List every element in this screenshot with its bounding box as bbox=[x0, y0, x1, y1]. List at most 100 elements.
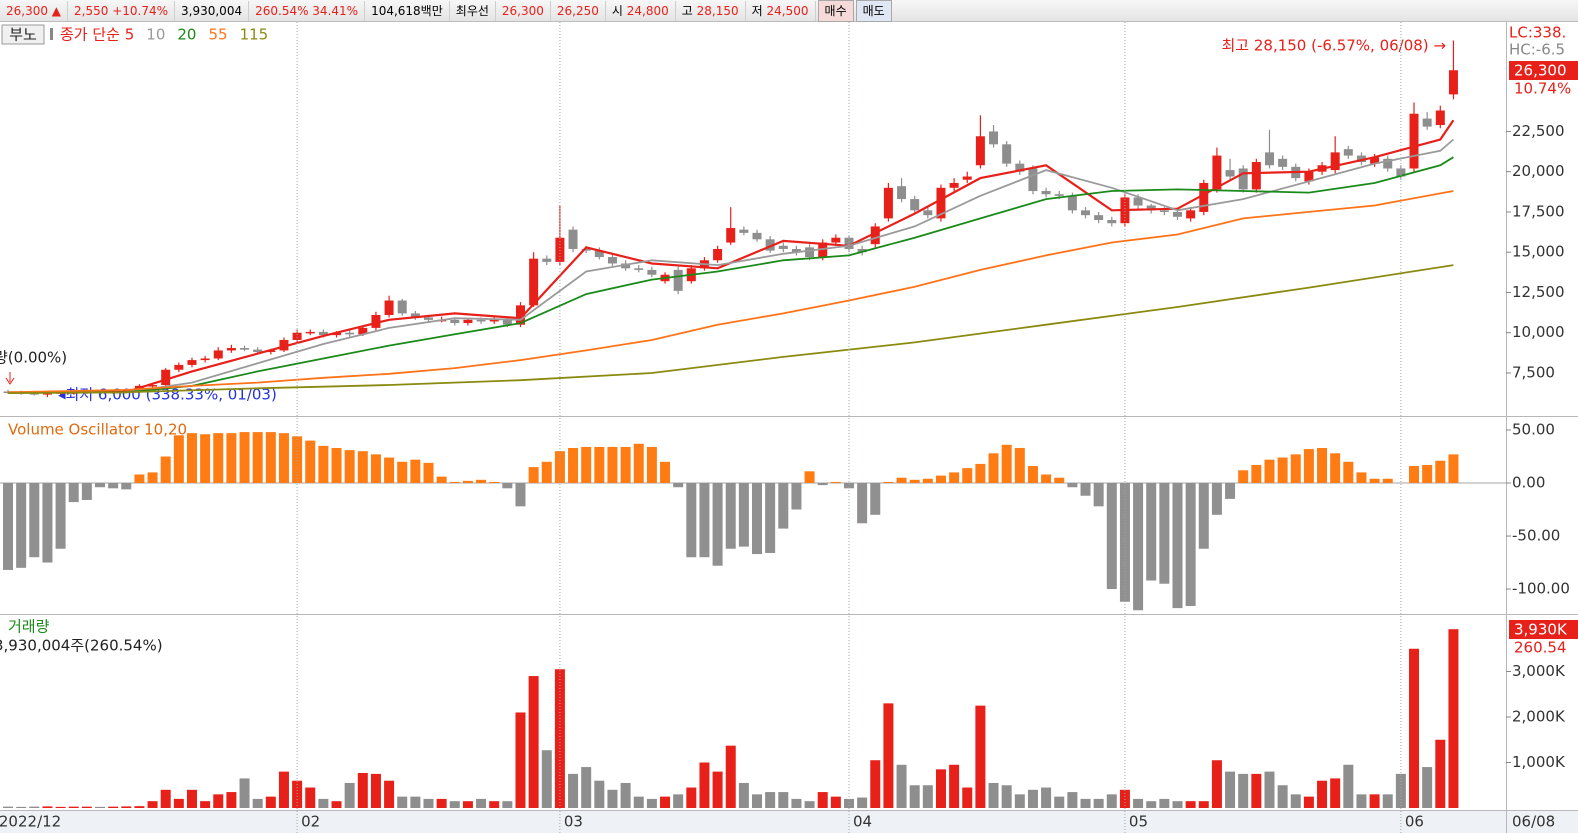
candle-body bbox=[266, 350, 276, 353]
bar bbox=[528, 467, 539, 483]
bar bbox=[1146, 483, 1157, 581]
bar bbox=[344, 450, 355, 483]
bar bbox=[134, 474, 145, 483]
candle-body bbox=[345, 332, 355, 335]
moving-average-line bbox=[7, 190, 1454, 394]
candle-body bbox=[647, 269, 657, 275]
y-tick-label: 50.00 bbox=[1512, 420, 1555, 438]
bar bbox=[160, 456, 171, 483]
bar bbox=[1041, 474, 1052, 483]
bar bbox=[1277, 457, 1288, 483]
bar bbox=[292, 436, 303, 483]
candle-body bbox=[1383, 158, 1393, 169]
legend-entry: 10 bbox=[146, 26, 165, 44]
bar bbox=[1330, 778, 1341, 808]
bar bbox=[1001, 785, 1012, 808]
volume-change-label: 260.54 bbox=[1514, 639, 1567, 657]
high-label: 고 bbox=[681, 3, 693, 18]
candle-body bbox=[397, 300, 407, 314]
bar bbox=[1238, 470, 1249, 483]
candle-body bbox=[476, 319, 486, 322]
bar bbox=[817, 792, 828, 808]
bar bbox=[1225, 483, 1236, 499]
bar bbox=[1369, 478, 1380, 483]
candle-body bbox=[555, 237, 565, 262]
low: 저 24,500 bbox=[746, 0, 816, 21]
legend-entry: 종가 단순 5 bbox=[60, 26, 134, 44]
candle-body bbox=[1225, 170, 1235, 177]
candle-body bbox=[1199, 182, 1209, 212]
candle-body bbox=[502, 319, 512, 325]
bar bbox=[1317, 448, 1328, 483]
bar bbox=[1198, 483, 1209, 549]
y-tick-label: 15,000 bbox=[1512, 243, 1565, 261]
candle-body bbox=[1054, 194, 1064, 196]
bar bbox=[765, 483, 776, 553]
x-tick-label: 05 bbox=[1129, 813, 1148, 831]
bar bbox=[725, 745, 736, 808]
bar bbox=[935, 769, 946, 808]
lc-label: LC:338. bbox=[1509, 24, 1566, 42]
bar bbox=[1225, 771, 1236, 808]
legend-icon bbox=[50, 28, 53, 40]
candle-body bbox=[1081, 210, 1091, 216]
candle-body bbox=[1278, 158, 1288, 167]
bar bbox=[29, 483, 40, 558]
candle-body bbox=[384, 300, 394, 316]
bar bbox=[1303, 449, 1314, 483]
buy-button[interactable]: 매수 bbox=[817, 0, 854, 22]
indicator-button-label[interactable]: 부노 bbox=[9, 26, 37, 44]
best-label: 최우선 bbox=[450, 0, 496, 21]
candle-body bbox=[752, 232, 762, 240]
bar bbox=[1093, 798, 1104, 808]
bar bbox=[1027, 466, 1038, 483]
candle-body bbox=[1067, 195, 1077, 211]
bar bbox=[147, 801, 158, 808]
moving-average-line bbox=[8, 156, 1454, 394]
candle-body bbox=[489, 319, 499, 322]
indicator-button[interactable] bbox=[1, 24, 45, 45]
background bbox=[0, 22, 1578, 833]
bar bbox=[1054, 796, 1065, 808]
bar bbox=[476, 479, 487, 483]
bar bbox=[3, 483, 14, 570]
bar bbox=[331, 801, 342, 808]
candle-body bbox=[279, 339, 289, 351]
candle-body bbox=[910, 199, 920, 211]
sell-button[interactable]: 매도 bbox=[855, 0, 892, 22]
bar bbox=[738, 483, 749, 547]
last-volume-box bbox=[1509, 620, 1578, 639]
bar bbox=[1422, 464, 1433, 483]
bar bbox=[462, 480, 473, 483]
bar bbox=[239, 778, 250, 808]
y-tick-label: 3,000K bbox=[1512, 662, 1566, 680]
candle-body bbox=[463, 319, 473, 324]
candle-body bbox=[515, 305, 525, 325]
bar bbox=[817, 483, 828, 486]
bar bbox=[476, 798, 487, 808]
bar bbox=[489, 801, 500, 808]
bar bbox=[462, 801, 473, 808]
bar bbox=[1185, 801, 1196, 808]
bar bbox=[502, 483, 513, 489]
candle-body bbox=[1212, 155, 1222, 190]
bar bbox=[594, 446, 605, 483]
bar bbox=[607, 789, 618, 808]
low-value: 24,500 bbox=[766, 3, 809, 18]
bar bbox=[830, 481, 841, 483]
bar bbox=[975, 463, 986, 483]
bar bbox=[935, 475, 946, 483]
bar bbox=[1422, 767, 1433, 808]
bar bbox=[1356, 472, 1367, 483]
bar bbox=[370, 454, 381, 483]
bar bbox=[765, 792, 776, 808]
candle-body bbox=[1094, 215, 1104, 220]
bar bbox=[1343, 461, 1354, 483]
bar bbox=[200, 434, 211, 483]
y-tick-label: 2,000K bbox=[1512, 708, 1566, 726]
x-tick-label: 03 bbox=[564, 813, 583, 831]
bar bbox=[554, 669, 565, 808]
candle-body bbox=[949, 182, 959, 188]
y-tick-label: 10,000 bbox=[1512, 323, 1565, 341]
y-tick-label: -50.00 bbox=[1512, 527, 1560, 545]
